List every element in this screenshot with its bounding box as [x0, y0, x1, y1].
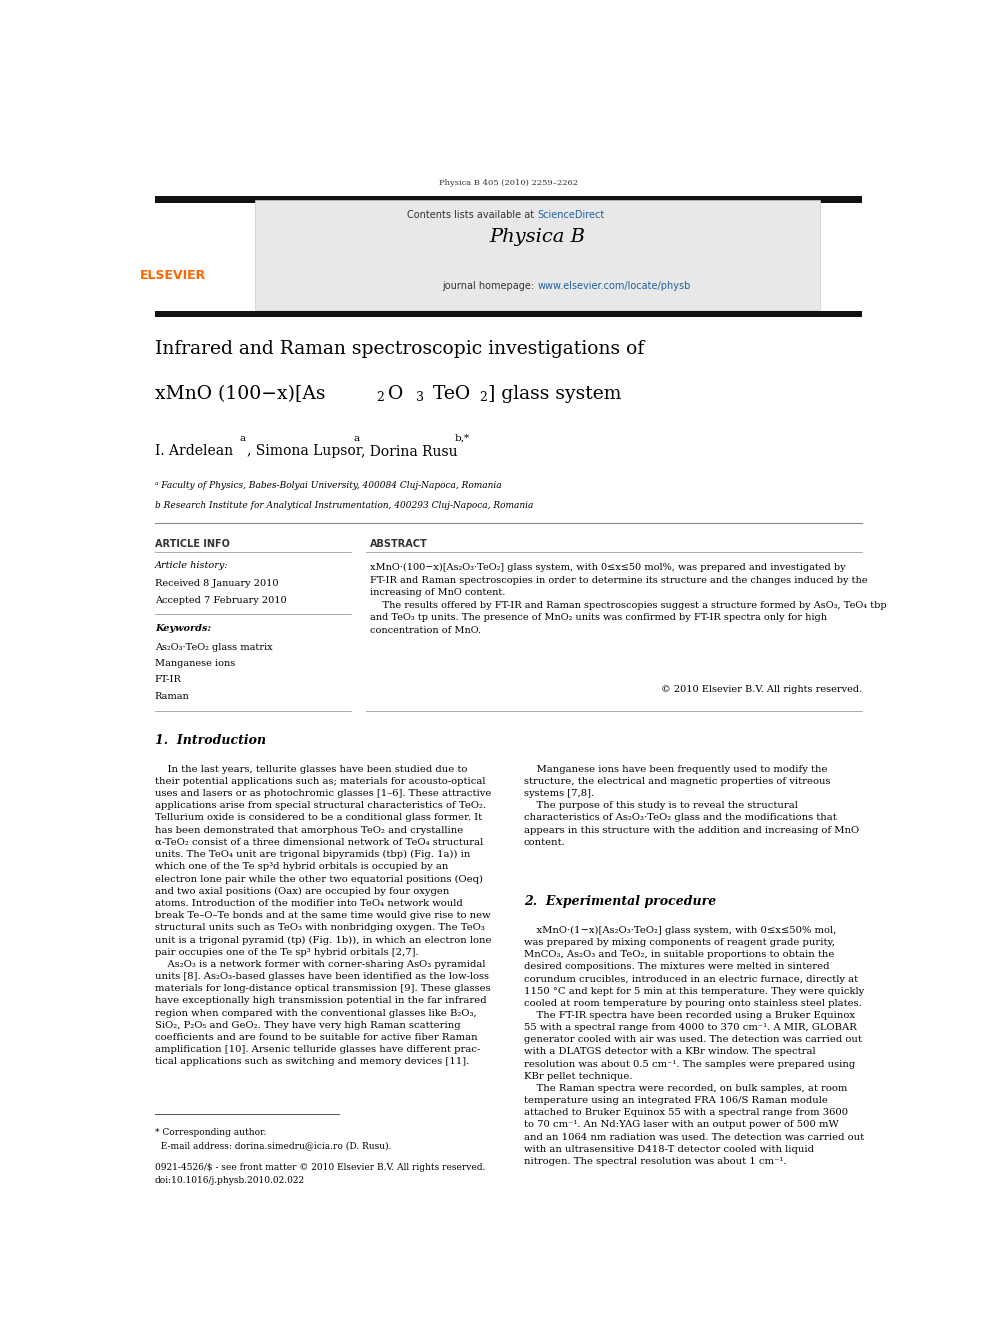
Text: ᵃ Faculty of Physics, Babes-Bolyai University, 400084 Cluj-Napoca, Romania: ᵃ Faculty of Physics, Babes-Bolyai Unive…: [155, 480, 501, 490]
Text: 2: 2: [479, 392, 487, 404]
Text: Raman: Raman: [155, 692, 189, 701]
Text: I. Ardelean: I. Ardelean: [155, 445, 233, 458]
Text: ARTICLE INFO: ARTICLE INFO: [155, 538, 229, 549]
Text: ABSTRACT: ABSTRACT: [370, 538, 428, 549]
Text: xMnO·(1−x)[As₂O₃·TeO₂] glass system, with 0≤x≤50% mol,
was prepared by mixing co: xMnO·(1−x)[As₂O₃·TeO₂] glass system, wit…: [524, 926, 864, 1166]
Text: FT-IR: FT-IR: [155, 675, 182, 684]
Text: O: O: [389, 385, 404, 404]
Text: Manganese ions have been frequently used to modify the
structure, the electrical: Manganese ions have been frequently used…: [524, 765, 859, 847]
Text: ELSEVIER: ELSEVIER: [139, 269, 205, 282]
Text: www.elsevier.com/locate/physb: www.elsevier.com/locate/physb: [538, 280, 690, 291]
Text: journal homepage:: journal homepage:: [442, 280, 538, 291]
Text: TeO: TeO: [427, 385, 470, 404]
Text: Received 8 January 2010: Received 8 January 2010: [155, 579, 278, 589]
Text: In the last years, tellurite glasses have been studied due to
their potential ap: In the last years, tellurite glasses hav…: [155, 765, 491, 1066]
Text: a: a: [239, 434, 245, 443]
Text: © 2010 Elsevier B.V. All rights reserved.: © 2010 Elsevier B.V. All rights reserved…: [661, 685, 862, 695]
Text: Contents lists available at: Contents lists available at: [407, 209, 538, 220]
Text: Physica B: Physica B: [489, 228, 585, 246]
Text: As₂O₃·TeO₂ glass matrix: As₂O₃·TeO₂ glass matrix: [155, 643, 273, 652]
Text: E-mail address: dorina.simedru@icia.ro (D. Rusu).: E-mail address: dorina.simedru@icia.ro (…: [155, 1140, 391, 1150]
Text: Accepted 7 February 2010: Accepted 7 February 2010: [155, 595, 287, 605]
Text: Physica B 405 (2010) 2259–2262: Physica B 405 (2010) 2259–2262: [438, 179, 578, 187]
Text: xMnO·(100−x)[As₂O₃·TeO₂] glass system, with 0≤x≤50 mol%, was prepared and invest: xMnO·(100−x)[As₂O₃·TeO₂] glass system, w…: [370, 564, 887, 635]
Text: Infrared and Raman spectroscopic investigations of: Infrared and Raman spectroscopic investi…: [155, 340, 644, 359]
Text: Article history:: Article history:: [155, 561, 228, 570]
Bar: [155, 196, 862, 202]
Text: ScienceDirect: ScienceDirect: [538, 209, 604, 220]
Text: , Dorina Rusu: , Dorina Rusu: [361, 445, 457, 458]
Text: , Simona Lupsor: , Simona Lupsor: [247, 445, 362, 458]
Text: 2: 2: [376, 392, 384, 404]
Text: xMnO (100−x)[As: xMnO (100−x)[As: [155, 385, 325, 404]
Text: b Research Institute for Analytical Instrumentation, 400293 Cluj-Napoca, Romania: b Research Institute for Analytical Inst…: [155, 501, 533, 511]
Bar: [155, 311, 862, 316]
Text: 2.  Experimental procedure: 2. Experimental procedure: [524, 896, 716, 909]
Text: ] glass system: ] glass system: [488, 385, 622, 404]
Text: a: a: [353, 434, 359, 443]
Text: 3: 3: [417, 392, 425, 404]
Text: 1.  Introduction: 1. Introduction: [155, 734, 266, 747]
Text: b,*: b,*: [454, 434, 469, 443]
Bar: [255, 200, 819, 310]
Text: 0921-4526/$ - see front matter © 2010 Elsevier B.V. All rights reserved.
doi:10.: 0921-4526/$ - see front matter © 2010 El…: [155, 1163, 485, 1184]
Text: * Corresponding author.: * Corresponding author.: [155, 1127, 266, 1136]
Text: Manganese ions: Manganese ions: [155, 659, 235, 668]
Text: Keywords:: Keywords:: [155, 624, 211, 634]
